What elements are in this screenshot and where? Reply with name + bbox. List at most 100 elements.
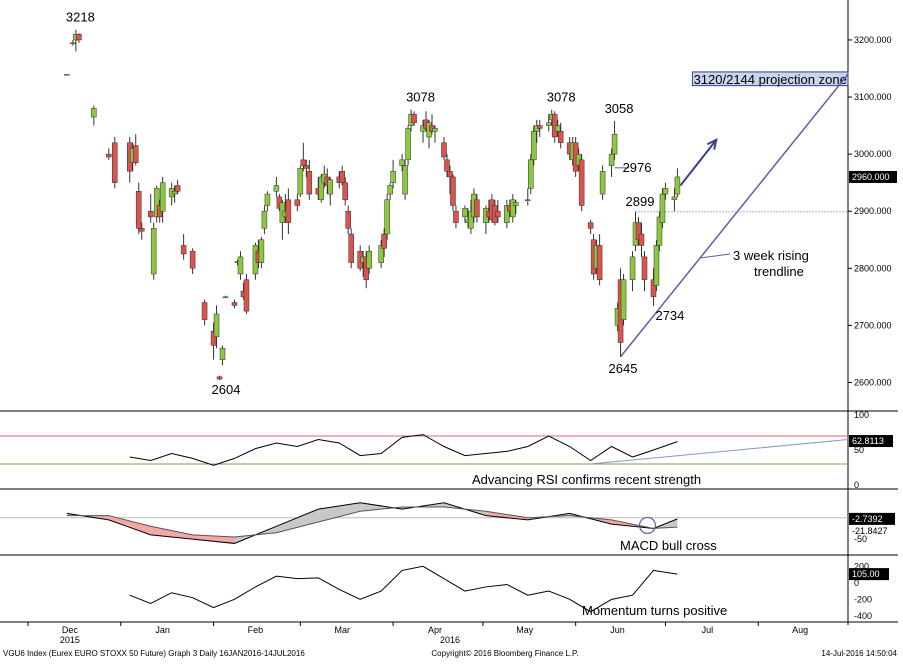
momentum-last-label: 105.00 [852,569,880,579]
candle-body [510,199,516,218]
candle-body [261,210,268,229]
candle-body [91,108,97,118]
macd-last-label: -2.7392 [852,514,883,524]
rsi-last-label: 62.8113 [852,436,884,446]
month-label-aug: Aug [792,625,808,635]
candle-body [294,199,301,206]
rsi-annotation: Advancing RSI confirms recent strength [472,472,701,487]
candle-body [596,245,603,280]
signal-last-label: -21.8427 [852,526,888,536]
trendline-label-line2: trendline [754,264,804,279]
momentum-line [129,565,678,613]
price-label-3078: 3078 [406,90,435,105]
up-arrow-head [706,138,718,150]
candle-body [150,228,157,275]
candle-body [444,159,450,172]
rising-trendline [619,73,849,358]
macd-fill-segment [108,515,151,535]
macd-last-box [849,512,895,525]
candle-body [462,208,468,218]
footer-left: VGU6 Index (Eurex EURO STOXX 50 Future) … [3,649,305,658]
price-label-2734: 2734 [655,308,684,323]
month-label-dec: Dec [62,625,79,635]
macd-fill-segment [360,502,403,512]
macd-tick-label: -50 [854,534,867,544]
price-label-3058: 3058 [605,101,634,116]
price-label-2976: 2976 [623,160,652,175]
candle-body [671,196,678,201]
price-tick-label: 3000.000 [854,149,892,159]
macd-fill-segment [318,502,361,522]
price-panel: 3200.000 3100.000 3000.000 2900.000 2800.000… [64,10,897,397]
candle-body [112,142,118,183]
candle-body [447,171,453,178]
rsi-tick-label: 100 [854,410,869,420]
candle-body [174,185,181,192]
candle-body [432,128,438,132]
candle-body [531,131,537,161]
candle-body [450,176,456,206]
chart-frame [0,0,898,625]
price-label-2645: 2645 [609,361,638,376]
candle-body [608,153,615,166]
momentum-last-box [849,568,889,581]
month-label-jun: Jun [610,625,625,635]
candle-body [180,245,187,255]
trendline-label-line1: 3 week rising [733,248,809,263]
candle-body [339,171,345,183]
macd-signal-line [66,506,678,538]
candle-body [366,250,372,269]
momentum-annotation: Momentum turns positive [582,603,727,618]
candle-body [381,233,387,249]
candle-body [399,159,405,166]
last-price-label: 2960.000 [852,172,890,182]
price-tick-label: 2800.000 [854,263,892,273]
candle-body [405,128,411,161]
candle-body [231,302,238,306]
candle-body [662,188,669,195]
candle-body [213,313,220,338]
macd-panel: -50 -2.7392 -21.8427 MACD bull cross [0,502,895,553]
candle-body [171,190,178,195]
candle-body [611,133,618,155]
candle-body [327,179,334,195]
projection-zone-box [691,71,849,87]
rsi-line [129,434,678,466]
candle-body [557,131,564,143]
price-tick-label: 2700.000 [854,320,892,330]
candle-body [441,142,447,158]
momentum-panel: 200 0 -200 -400 105.00 Momentum turns positiv… [129,561,889,621]
candle-body [76,34,82,41]
momentum-tick-label: -200 [854,594,872,604]
candle-body [513,202,519,206]
price-tick-label: 3100.000 [854,92,892,102]
month-label-jan: Jan [155,625,170,635]
candle-body [656,216,663,246]
candle-body [495,210,501,218]
candle-body [342,182,348,201]
month-label-mar: Mar [334,625,350,635]
candle-body [70,42,76,45]
month-label-jul: Jul [702,625,714,635]
month-label-may: May [516,625,534,635]
candle-body [453,210,459,223]
candle-body [411,113,417,123]
macd-fill-segment [276,509,319,533]
momentum-tick-label: -400 [854,611,872,621]
candle-body [525,199,531,202]
up-arrow-shaft [679,139,718,187]
candle-body [285,199,292,223]
candle-body [528,159,534,189]
candle-body [106,153,112,158]
candle-body [159,182,166,212]
candle-body [345,210,351,229]
macd-line [66,502,678,544]
candle-body [300,159,307,166]
candle-body [659,193,666,223]
candle-body [474,199,480,218]
candle-body [620,279,627,320]
candle-body [237,256,244,275]
macd-annotation: MACD bull cross [620,538,717,553]
candle-body [219,347,226,360]
